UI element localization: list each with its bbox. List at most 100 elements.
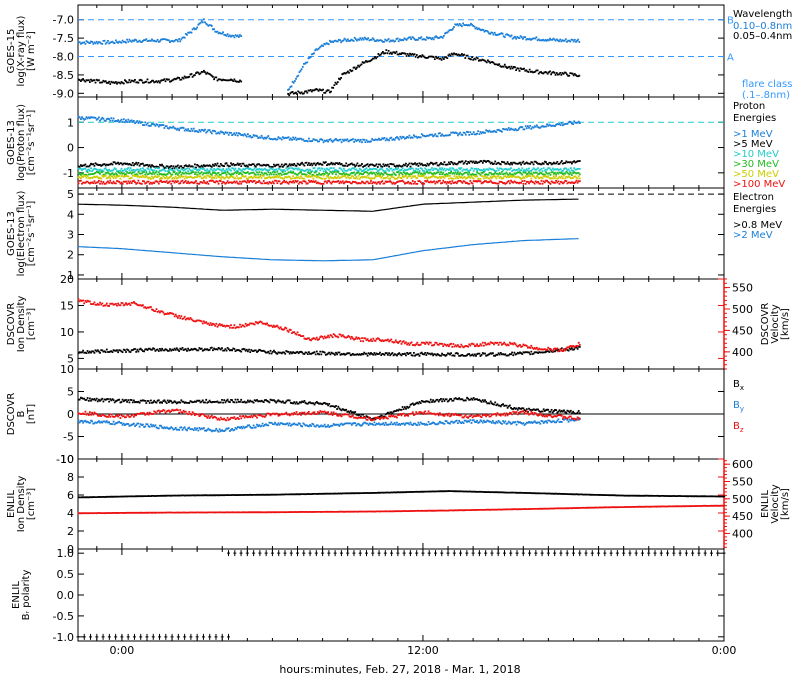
series-points xyxy=(77,417,581,433)
polarity-point xyxy=(82,633,86,640)
y-tick-label: 0 xyxy=(67,142,74,155)
series-points xyxy=(77,504,726,515)
polarity-point xyxy=(289,550,293,557)
polarity-point xyxy=(622,550,626,557)
polarity-point xyxy=(477,550,481,557)
y-tick-label: 20 xyxy=(60,273,74,286)
polarity-point xyxy=(308,550,312,557)
polarity-point xyxy=(126,633,130,640)
polarity-point xyxy=(132,633,136,640)
polarity-point xyxy=(233,550,237,557)
polarity-point xyxy=(565,550,569,557)
polarity-point xyxy=(396,550,400,557)
polarity-point xyxy=(377,550,381,557)
legend-entry-text: B xyxy=(733,400,740,411)
polarity-point xyxy=(452,550,456,557)
flare-class-label: A xyxy=(727,53,734,64)
panel-electron: 1 2 3 4 5 GOES-13log(Electron flux)[cm⁻²s⁻¹sr… xyxy=(6,187,782,282)
polarity-point xyxy=(383,550,387,557)
y-axis-label: GOES-13log(Proton flux)[cm⁻²s⁻¹sr⁻¹] xyxy=(6,104,37,181)
x-tick-label: 12:00 xyxy=(407,644,439,657)
polarity-point xyxy=(239,550,243,557)
polarity-point xyxy=(521,550,525,557)
polarity-point xyxy=(709,550,713,557)
y-tick-label: 4 xyxy=(67,208,74,221)
polarity-point xyxy=(484,550,488,557)
series-points xyxy=(287,22,581,91)
y2-tick-label: 500 xyxy=(732,303,753,316)
series-bz xyxy=(77,408,581,422)
y-tick-label: 5 xyxy=(67,188,74,201)
polarity-point xyxy=(107,633,111,640)
series-points xyxy=(77,490,726,499)
series--100-mev xyxy=(77,179,581,185)
polarity-point xyxy=(76,633,80,640)
y-tick-label: 15 xyxy=(60,299,74,312)
series-line xyxy=(78,198,579,212)
y2-tick-label: 550 xyxy=(732,476,753,489)
legend-entry-text: >50 MeV xyxy=(733,169,779,180)
series--1-mev xyxy=(77,115,581,144)
legend-entry: >10 MeV xyxy=(733,149,779,160)
y-axis-label-line: GOES-13 xyxy=(6,211,17,256)
polarity-point xyxy=(691,550,695,557)
legend-entry: >100 MeV xyxy=(733,179,785,190)
y-tick-label: -8.5 xyxy=(53,69,74,82)
y-axis-label: ENLILIon Density[cm⁻³] xyxy=(6,476,37,533)
series-line xyxy=(78,238,579,262)
y-axis-label-line: [W m⁻²] xyxy=(26,31,37,71)
polarity-point xyxy=(446,550,450,557)
y-axis-label-line: log(Proton flux) xyxy=(16,104,27,181)
polarity-point xyxy=(716,550,720,557)
x-tick-label: 0:00 xyxy=(712,644,737,657)
series-points xyxy=(77,18,243,45)
y2-tick-label: 400 xyxy=(732,527,753,540)
polarity-point xyxy=(371,550,375,557)
series-points xyxy=(77,396,581,421)
y-tick-label: -1.0 xyxy=(53,631,74,644)
legend-entry: >1 MeV xyxy=(733,129,773,140)
legend-entry-text: >10 MeV xyxy=(733,149,779,160)
y-axis-label: GOES-13log(Electron flux)[cm⁻²s⁻¹sr⁻¹] xyxy=(6,191,37,277)
panel-proton: -1 0 1 GOES-13log(Proton flux)[cm⁻²s⁻¹sr⁻¹]… xyxy=(6,96,785,190)
polarity-point xyxy=(502,550,506,557)
y-axis-label-line: ENLIL xyxy=(6,490,17,518)
series--5-mev xyxy=(77,159,581,170)
y-tick-label: 3 xyxy=(67,229,74,242)
polarity-point xyxy=(283,550,287,557)
polarity-point xyxy=(327,550,331,557)
y-tick-label: -1 xyxy=(63,167,74,180)
polarity-point xyxy=(176,633,180,640)
legend-entry-subscript: y xyxy=(740,405,744,413)
polarity-point xyxy=(227,550,231,557)
panel-xray: -9.0 -8.5 -8.0 -7.5 -7.0 GOES-15log(X-ray flu… xyxy=(6,4,792,101)
polarity-point xyxy=(258,550,262,557)
y-axis-label-line: [nT] xyxy=(26,404,37,424)
y2-tick-label: 400 xyxy=(732,346,753,359)
y-tick-label: 10 xyxy=(60,363,74,376)
polarity-point xyxy=(722,550,726,557)
y-axis-label-line: GOES-13 xyxy=(6,120,17,165)
series-points xyxy=(77,345,581,357)
legend-entry-text: 0.05–0.4nm xyxy=(733,31,792,42)
y-axis-label-line: Bᵣ polarity xyxy=(21,570,32,621)
polarity-point xyxy=(559,550,563,557)
polarity-point xyxy=(496,550,500,557)
flare-class-note: (.1–.8nm) xyxy=(742,90,790,101)
series-density xyxy=(77,345,581,357)
y-tick-label: 5 xyxy=(67,352,74,365)
polarity-point xyxy=(634,550,638,557)
polarity-point xyxy=(365,550,369,557)
y-tick-label: 0.5 xyxy=(57,568,75,581)
polarity-point xyxy=(603,550,607,557)
legend-entry-text: >5 MeV xyxy=(733,139,773,150)
y-tick-label: 10 xyxy=(60,453,74,466)
y-axis-label-line: ENLIL xyxy=(11,581,22,609)
polarity-point xyxy=(553,550,557,557)
y-axis-label-line: DSCOVR xyxy=(6,303,17,346)
series-points xyxy=(77,69,243,85)
polarity-point xyxy=(615,550,619,557)
polarity-point xyxy=(571,550,575,557)
series-points xyxy=(77,408,581,422)
